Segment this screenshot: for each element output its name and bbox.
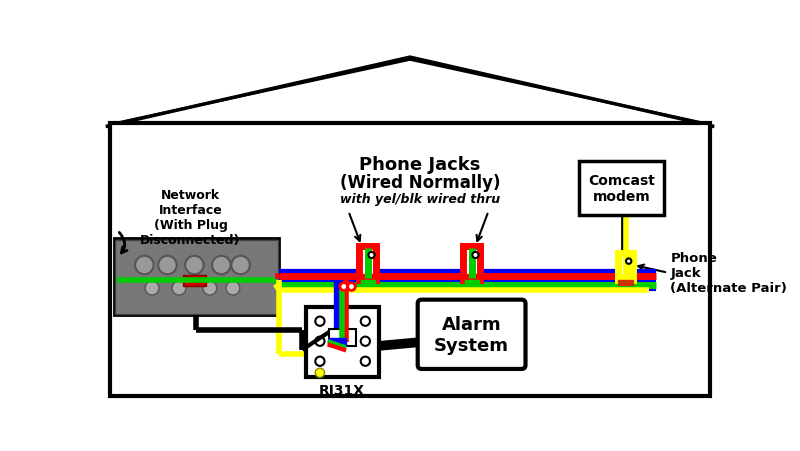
Circle shape [212, 256, 230, 275]
Text: Comcast
modem: Comcast modem [588, 174, 655, 204]
Circle shape [315, 357, 325, 366]
Circle shape [361, 317, 370, 326]
Text: RJ31X: RJ31X [319, 383, 366, 397]
Circle shape [369, 253, 374, 258]
Bar [618, 254, 634, 281]
Circle shape [626, 259, 631, 264]
Bar [361, 281, 374, 285]
Circle shape [348, 283, 355, 291]
Bar [465, 281, 478, 285]
Text: Phone Jacks: Phone Jacks [359, 155, 481, 173]
Bar [329, 338, 346, 346]
Circle shape [145, 281, 159, 295]
Circle shape [315, 368, 325, 377]
Circle shape [315, 317, 325, 326]
Bar [114, 239, 279, 315]
Text: Network
Interface
(With Plug
Disconnected): Network Interface (With Plug Disconnecte… [140, 189, 241, 246]
Bar [618, 281, 634, 285]
Circle shape [135, 256, 154, 275]
Bar [183, 276, 206, 286]
Bar [618, 275, 634, 281]
Circle shape [472, 253, 478, 258]
Bar [329, 329, 356, 346]
Bar [115, 240, 278, 314]
Bar [463, 275, 480, 281]
Circle shape [231, 256, 250, 275]
Text: (Wired Normally): (Wired Normally) [340, 173, 500, 191]
Circle shape [226, 281, 240, 295]
Bar [359, 275, 376, 281]
FancyBboxPatch shape [418, 300, 526, 369]
Bar [359, 246, 376, 281]
Circle shape [361, 357, 370, 366]
Bar [463, 246, 480, 281]
Text: Phone
Jack
(Alternate Pair): Phone Jack (Alternate Pair) [670, 252, 787, 295]
Circle shape [158, 256, 177, 275]
Text: Alarm
System: Alarm System [434, 315, 509, 354]
Circle shape [315, 337, 325, 346]
Bar [110, 123, 710, 396]
Bar [306, 308, 379, 377]
Circle shape [203, 281, 217, 295]
Text: with yel/blk wired thru: with yel/blk wired thru [340, 193, 500, 205]
Circle shape [185, 256, 204, 275]
Polygon shape [106, 58, 714, 127]
Circle shape [340, 283, 348, 291]
Bar [579, 161, 664, 216]
Circle shape [172, 281, 186, 295]
Circle shape [361, 337, 370, 346]
